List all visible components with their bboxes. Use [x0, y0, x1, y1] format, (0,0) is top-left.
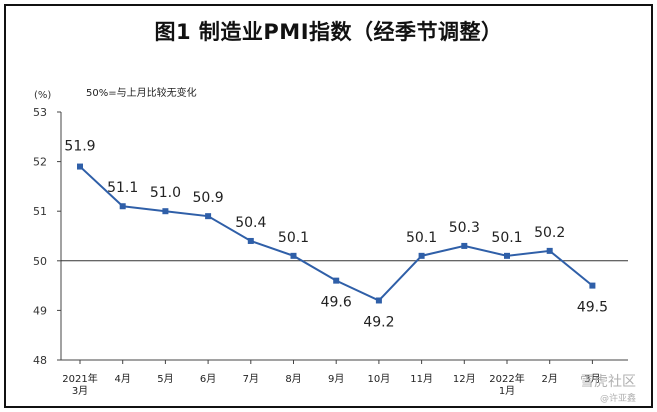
chart-frame: 图1 制造业PMI指数（经季节调整） 48 49 50 51 52 53 (%) 50%=与上…	[4, 4, 653, 408]
y-tick-label: 49	[33, 304, 47, 317]
data-label: 49.5	[577, 300, 608, 316]
x-tick-label: 2021年 3月	[62, 372, 97, 397]
data-point	[418, 252, 425, 259]
data-point	[546, 247, 553, 254]
x-tick-label: 2022年 1月	[489, 372, 524, 397]
data-label: 51.0	[150, 185, 181, 201]
x-tick-label: 6月	[200, 373, 216, 385]
x-tick-label: 2月	[542, 373, 558, 385]
y-tick-label: 51	[33, 205, 47, 218]
x-tick-label: 5月	[157, 373, 173, 385]
y-tick-label: 52	[33, 156, 47, 169]
watermark-text: 雪虎社区	[580, 374, 636, 390]
watermark-sub: @许亚鑫	[600, 392, 636, 404]
data-point	[504, 252, 510, 259]
data-point	[333, 277, 340, 284]
data-label: 49.6	[321, 295, 352, 311]
chart-note: 50%=与上月比较无变化	[86, 86, 197, 99]
data-point	[290, 252, 297, 259]
x-tick-label: 12月	[453, 373, 476, 385]
x-tick-label: 8月	[285, 373, 301, 385]
pmi-line-chart: 48 49 50 51 52 53 (%) 50%=与上月比较无变化 2021年 3月 4月 5月 6月…	[33, 86, 636, 404]
data-label: 50.9	[193, 190, 224, 206]
data-point	[77, 163, 83, 170]
data-label: 50.3	[449, 220, 480, 236]
x-tick-label: 4月	[115, 373, 131, 385]
x-tick-label: 10月	[368, 373, 391, 385]
x-tick-label: 9月	[328, 373, 344, 385]
data-label: 49.2	[363, 314, 394, 330]
data-point	[589, 282, 596, 289]
y-tick-label: 50	[33, 255, 47, 268]
data-label: 50.4	[235, 215, 266, 231]
data-point	[162, 208, 169, 215]
data-point	[205, 213, 212, 220]
data-point	[461, 242, 468, 249]
data-point	[119, 203, 126, 210]
x-tick-label: 7月	[243, 373, 259, 385]
y-tick-label: 48	[33, 354, 47, 367]
x-tick-label: 3月	[584, 373, 600, 385]
chart-title: 图1 制造业PMI指数（经季节调整）	[154, 20, 503, 44]
y-tick-label: 53	[33, 106, 47, 119]
y-axis-unit: (%)	[34, 90, 51, 101]
data-label: 50.1	[406, 230, 437, 246]
data-label: 51.1	[107, 180, 138, 196]
data-label: 51.9	[64, 139, 95, 155]
data-label: 50.1	[278, 230, 309, 246]
data-point	[247, 237, 254, 244]
data-point	[375, 297, 382, 304]
data-label: 50.1	[491, 230, 522, 246]
data-label: 50.2	[534, 225, 565, 241]
x-tick-label: 11月	[410, 373, 433, 385]
